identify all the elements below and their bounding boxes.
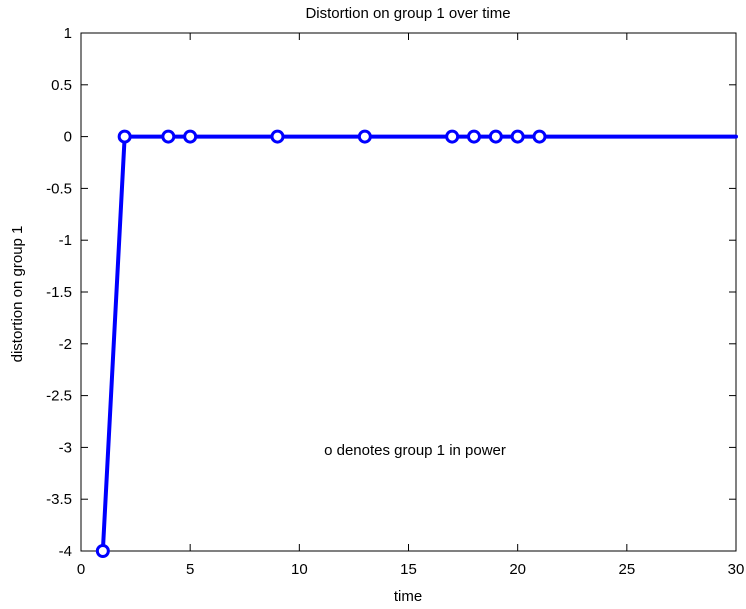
y-axis-label: distortion on group 1 bbox=[9, 226, 26, 363]
x-tick-label: 0 bbox=[77, 561, 85, 578]
data-point-marker bbox=[270, 129, 285, 144]
y-tick-label: -3.5 bbox=[46, 491, 72, 508]
y-tick-label: -1.5 bbox=[46, 284, 72, 301]
y-tick-label: 0 bbox=[64, 129, 72, 146]
data-point-marker bbox=[357, 129, 372, 144]
x-tick-label: 5 bbox=[186, 561, 194, 578]
x-tick-label: 20 bbox=[509, 561, 526, 578]
data-point-marker bbox=[488, 129, 503, 144]
x-tick-label: 10 bbox=[291, 561, 308, 578]
x-axis-label: time bbox=[394, 588, 422, 605]
series-line bbox=[100, 134, 738, 553]
data-point-marker bbox=[183, 129, 198, 144]
plot-area: 0 5 10 15 20 25 30 1 0.5 0 -0.5 -1 -1.5 -2 -2.5 -3 -3.5 -… bbox=[46, 25, 744, 578]
chart-title: Distortion on group 1 over time bbox=[305, 5, 510, 22]
x-tick-label: 25 bbox=[618, 561, 635, 578]
y-tick-label: -2.5 bbox=[46, 388, 72, 405]
annotation-text: o denotes group 1 in power bbox=[324, 442, 506, 459]
y-tick-label: -0.5 bbox=[46, 180, 72, 197]
y-tick-label: 0.5 bbox=[51, 77, 72, 94]
y-tick-label: -4 bbox=[59, 543, 72, 560]
y-tick-label: -2 bbox=[59, 336, 72, 353]
data-point-marker bbox=[467, 129, 481, 144]
y-tick-label: -3 bbox=[59, 439, 72, 456]
x-tick-label: 15 bbox=[400, 561, 417, 578]
y-tick-label: -1 bbox=[59, 232, 72, 249]
data-point-marker bbox=[95, 544, 110, 558]
x-tick-label: 30 bbox=[728, 561, 745, 578]
data-point-marker bbox=[161, 129, 176, 144]
data-point-marker bbox=[445, 129, 460, 144]
data-point-marker bbox=[510, 129, 525, 144]
data-point-marker bbox=[117, 129, 132, 144]
data-point-marker bbox=[532, 129, 547, 144]
y-tick-label: 1 bbox=[64, 25, 72, 42]
